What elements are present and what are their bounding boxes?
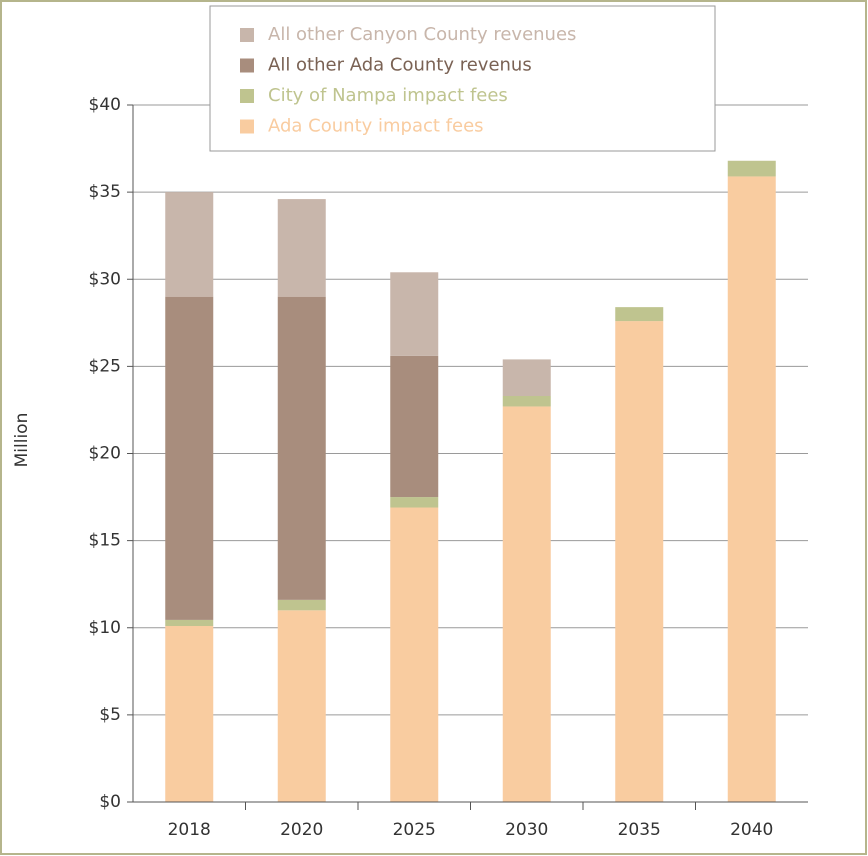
legend-swatch — [240, 89, 254, 103]
bar-segment — [165, 626, 214, 802]
bar-segment — [277, 599, 326, 611]
y-axis-label: Million — [12, 413, 32, 468]
bar-segment — [390, 272, 439, 356]
y-tick-label: $10 — [89, 618, 121, 638]
bar-segment — [615, 321, 664, 802]
legend-swatch — [240, 58, 254, 73]
y-tick-label: $30 — [89, 269, 121, 289]
y-tick-label: $0 — [99, 792, 121, 812]
bar-segment — [165, 192, 214, 297]
x-tick-label: 2018 — [168, 820, 211, 840]
x-tick-label: 2020 — [280, 820, 323, 840]
bar-segment — [390, 497, 439, 508]
bar-segment — [615, 307, 664, 322]
bar-segment — [727, 160, 776, 177]
y-tick-label: $20 — [89, 444, 121, 464]
bar-segment — [165, 619, 214, 627]
bar-segment — [277, 296, 326, 600]
x-tick-label: 2035 — [618, 820, 661, 840]
x-tick-label: 2040 — [730, 820, 773, 840]
y-tick-label: $15 — [89, 531, 121, 551]
bar-segment — [390, 355, 439, 498]
bar-segment — [502, 406, 551, 802]
legend-label: All other Ada County revenus — [268, 55, 532, 76]
bar-segment — [277, 199, 326, 297]
legend-swatch — [240, 28, 254, 42]
bar-segment — [502, 359, 551, 396]
y-tick-label: $40 — [89, 95, 121, 115]
bar-segment — [277, 610, 326, 802]
x-tick-label: 2030 — [505, 820, 548, 840]
y-tick-label: $5 — [99, 705, 121, 725]
bar-segment — [502, 395, 551, 407]
legend-label: Ada County impact fees — [268, 116, 484, 137]
legend-swatch — [240, 119, 254, 134]
legend-label: City of Nampa impact fees — [268, 85, 508, 106]
legend-box — [209, 5, 716, 152]
bar-segment — [390, 507, 439, 802]
legend-label: All other Canyon County revenues — [268, 24, 576, 45]
bar-segment — [165, 296, 214, 620]
x-tick-label: 2025 — [393, 820, 436, 840]
y-tick-label: $25 — [89, 356, 121, 376]
bar-segment — [727, 176, 776, 802]
y-tick-label: $35 — [89, 182, 121, 202]
